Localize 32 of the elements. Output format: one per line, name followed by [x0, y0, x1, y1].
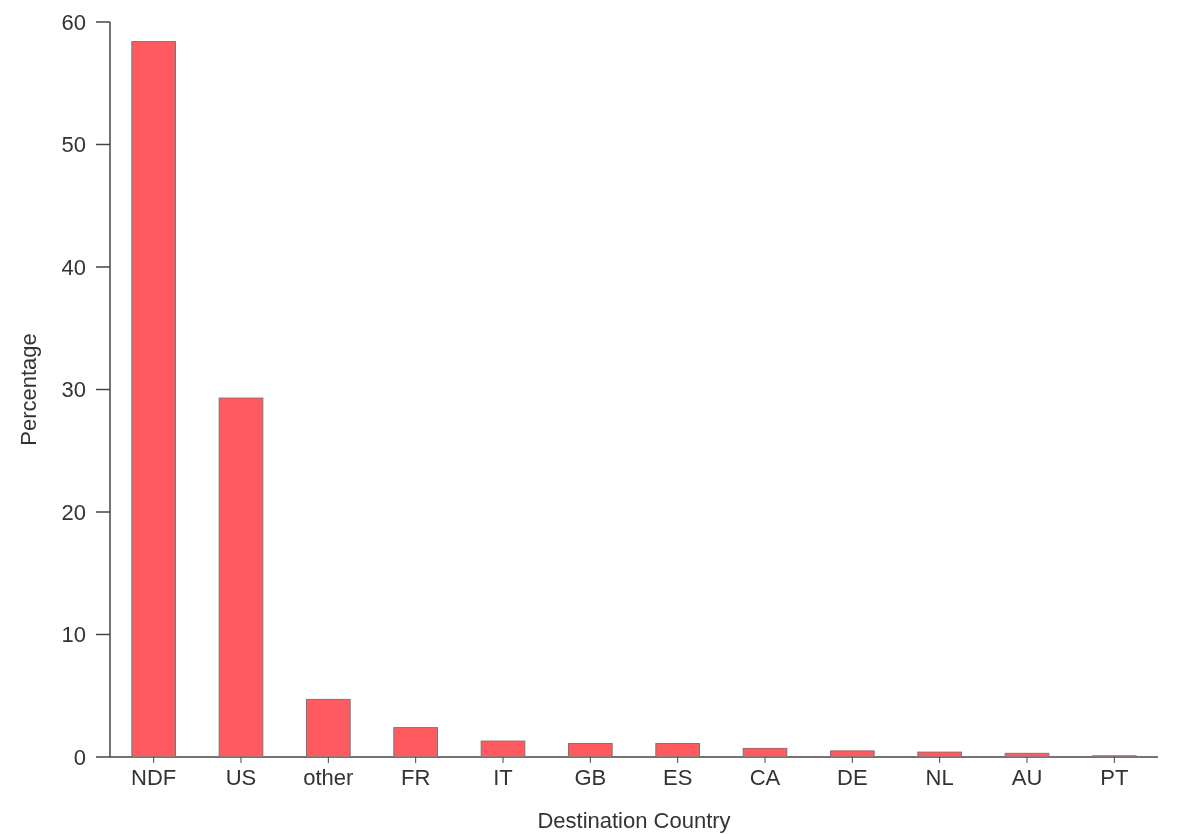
bar	[480, 740, 526, 758]
x-tick-label: US	[225, 765, 257, 790]
x-tick-label: other	[303, 765, 354, 790]
y-axis-title: Percentage	[16, 333, 41, 446]
y-tick-label: 10	[61, 622, 86, 648]
y-tick-label: 30	[61, 377, 86, 403]
x-axis-title: Destination Country	[537, 808, 731, 833]
bar	[1004, 752, 1050, 758]
y-tick-label: 50	[61, 132, 86, 158]
x-tick-label: ES	[662, 765, 693, 790]
x-tick-label: CA	[749, 765, 781, 790]
bar	[131, 41, 176, 758]
bar	[393, 727, 438, 758]
x-tick-label: FR	[401, 765, 431, 790]
bar	[306, 698, 351, 758]
bar	[655, 743, 700, 758]
y-tick-label: 40	[61, 254, 86, 280]
bar	[568, 743, 613, 758]
x-tick-label: NDF	[131, 765, 177, 790]
y-tick-label: 60	[61, 9, 86, 35]
x-tick-label: AU	[1011, 765, 1043, 790]
bar	[830, 750, 875, 758]
x-tick-label: GB	[574, 765, 607, 790]
y-tick-label: 20	[61, 499, 86, 525]
x-tick-label: DE	[837, 765, 868, 790]
x-tick-label: IT	[493, 765, 513, 790]
bar	[218, 397, 264, 758]
y-tick-label: 0	[73, 744, 86, 770]
x-tick-label: PT	[1100, 765, 1129, 790]
x-tick-label: NL	[925, 765, 954, 790]
bar	[742, 747, 788, 758]
bar	[917, 751, 962, 758]
